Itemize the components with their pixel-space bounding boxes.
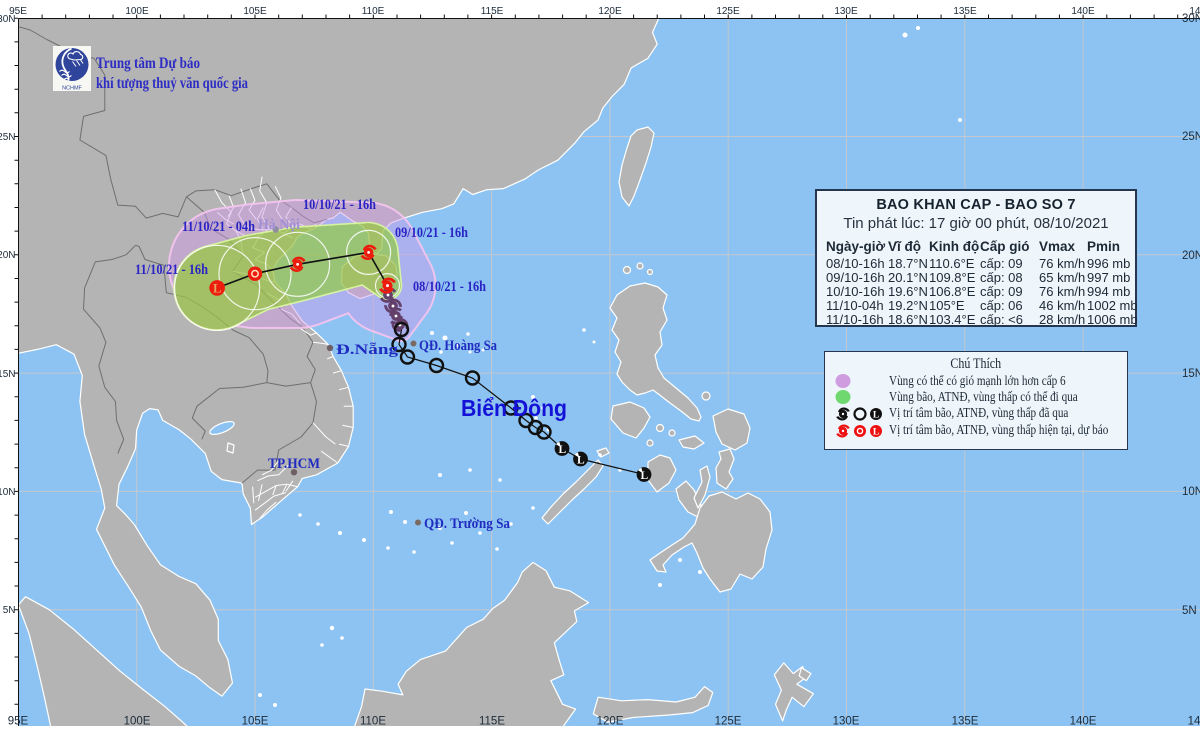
svg-text:135E: 135E	[952, 716, 979, 727]
svg-text:130E: 130E	[833, 716, 860, 727]
svg-text:QĐ. Hoàng Sa: QĐ. Hoàng Sa	[419, 338, 497, 354]
svg-text:115E: 115E	[481, 6, 504, 17]
svg-text:95E: 95E	[8, 716, 29, 727]
svg-text:100E: 100E	[124, 716, 151, 727]
svg-text:20N: 20N	[0, 250, 16, 261]
svg-text:5N: 5N	[1182, 605, 1197, 617]
svg-text:125E: 125E	[716, 6, 740, 17]
svg-text:25N: 25N	[0, 132, 16, 143]
svg-text:135E: 135E	[953, 6, 977, 17]
svg-text:10N: 10N	[0, 487, 16, 498]
svg-text:QĐ. Trường Sa: QĐ. Trường Sa	[424, 516, 510, 532]
svg-text:30N: 30N	[1182, 13, 1200, 25]
svg-text:115E: 115E	[479, 716, 505, 727]
svg-text:110E: 110E	[360, 716, 386, 727]
svg-text:L: L	[577, 454, 585, 466]
svg-text:NCHMF: NCHMF	[62, 86, 82, 92]
svg-text:Hà Nội: Hà Nội	[258, 217, 300, 233]
svg-text:09/10/21 - 16h: 09/10/21 - 16h	[395, 225, 468, 241]
svg-text:120E: 120E	[598, 6, 622, 17]
svg-text:140E: 140E	[1071, 6, 1095, 17]
svg-text:08/10/21 - 16h: 08/10/21 - 16h	[413, 279, 486, 295]
svg-text:120E: 120E	[597, 716, 624, 727]
svg-text:11/10/21 - 16h: 11/10/21 - 16h	[135, 262, 208, 278]
svg-text:145E: 145E	[1188, 716, 1200, 727]
svg-text:100E: 100E	[125, 6, 149, 17]
svg-text:11/10/21 - 04h: 11/10/21 - 04h	[182, 219, 255, 235]
svg-text:110E: 110E	[362, 6, 385, 17]
svg-text:L: L	[558, 444, 566, 456]
svg-text:5N: 5N	[3, 605, 16, 616]
svg-text:khí tượng thuỷ văn quốc gia: khí tượng thuỷ văn quốc gia	[96, 75, 248, 92]
svg-text:Trung tâm Dự báo: Trung tâm Dự báo	[96, 55, 200, 72]
svg-text:20N: 20N	[1182, 250, 1200, 262]
svg-text:10N: 10N	[1182, 486, 1200, 498]
svg-text:L: L	[213, 282, 221, 296]
svg-text:15N: 15N	[1182, 368, 1200, 380]
svg-text:L: L	[873, 427, 879, 437]
svg-text:L: L	[640, 470, 648, 482]
svg-text:125E: 125E	[715, 716, 742, 727]
svg-text:145E: 145E	[1189, 6, 1200, 17]
svg-text:95E: 95E	[9, 6, 27, 17]
svg-text:105E: 105E	[243, 6, 267, 17]
svg-text:10/10/21 - 16h: 10/10/21 - 16h	[303, 197, 376, 213]
svg-text:140E: 140E	[1070, 716, 1097, 727]
svg-text:105E: 105E	[242, 716, 269, 727]
svg-text:Đ.Nẵng: Đ.Nẵng	[336, 342, 399, 358]
svg-text:30N: 30N	[0, 14, 16, 25]
svg-text:TP.HCM: TP.HCM	[268, 456, 320, 472]
svg-text:15N: 15N	[0, 369, 16, 380]
svg-text:L: L	[873, 411, 879, 421]
svg-text:25N: 25N	[1182, 131, 1200, 143]
svg-text:Biển Đông: Biển Đông	[461, 395, 567, 421]
svg-text:130E: 130E	[834, 6, 858, 17]
